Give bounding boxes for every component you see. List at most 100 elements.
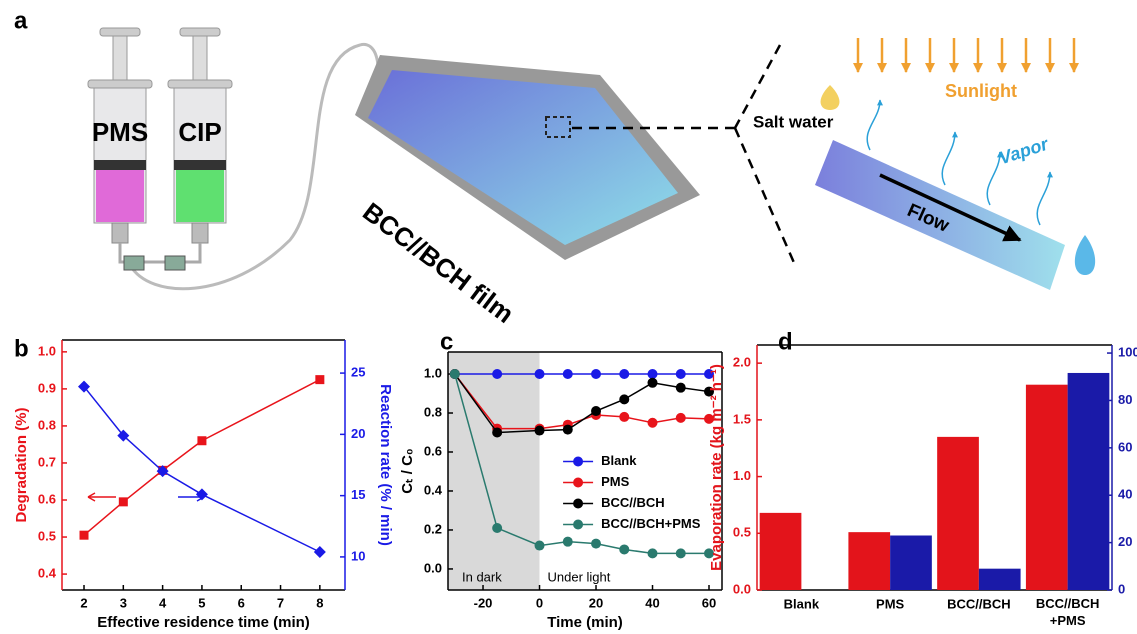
x-tick-label: -20	[474, 595, 493, 610]
shade-label: In dark	[462, 569, 502, 584]
x-tick-label: 40	[645, 595, 659, 610]
y-axis-title: Degradation (%)	[13, 407, 30, 522]
marker	[676, 383, 686, 393]
x-tick-label: 2	[80, 595, 87, 610]
marker	[591, 539, 601, 549]
legend-label: BCC//BCH	[601, 495, 665, 510]
tube	[130, 44, 378, 288]
marker	[197, 436, 206, 445]
y-tick-label: 0.5	[733, 525, 751, 540]
x-tick-label: Blank	[784, 596, 820, 611]
x-tick-label: 4	[159, 595, 167, 610]
marker	[619, 369, 629, 379]
legend-marker	[573, 498, 583, 508]
y-tick-label: 0.9	[38, 380, 56, 395]
marker	[492, 369, 502, 379]
x-axis-title: Effective residence time (min)	[97, 614, 310, 631]
marker	[676, 369, 686, 379]
y2-tick-label: 10	[351, 548, 365, 563]
y-tick-label: 0.2	[424, 521, 442, 536]
y-tick-label: 0.5	[38, 528, 56, 543]
y-tick-label: 1.0	[733, 468, 751, 483]
marker	[492, 428, 502, 438]
marker	[648, 378, 658, 388]
legend-label: Blank	[601, 453, 637, 468]
marker	[80, 531, 89, 540]
y-tick-label: 1.0	[424, 365, 442, 380]
y-tick-label: 0.4	[38, 566, 57, 581]
marker	[119, 497, 128, 506]
y2-tick-label: 0	[1118, 581, 1125, 596]
shaded-region	[448, 352, 540, 590]
legend-marker	[573, 456, 583, 466]
bar	[1026, 385, 1068, 590]
bar	[848, 532, 890, 590]
droplet	[1075, 235, 1095, 275]
x-tick-label: BCC//BCH+PMS	[1036, 596, 1100, 628]
film-label: BCC//BCH film	[357, 196, 519, 329]
sun-arrows	[858, 38, 1074, 72]
y-tick-label: 0.0	[733, 581, 751, 596]
syringe-label: CIP	[178, 117, 221, 147]
panel-label: d	[778, 328, 793, 355]
panel-label: a	[14, 7, 28, 34]
marker	[676, 413, 686, 423]
marker	[676, 548, 686, 558]
marker	[648, 369, 658, 379]
y-tick-label: 0.0	[424, 560, 442, 575]
series-line	[84, 387, 320, 552]
y2-tick-label: 20	[351, 426, 365, 441]
zoom-line	[735, 128, 795, 265]
vapor-label: Vapor	[997, 133, 1052, 168]
legend-label: PMS	[601, 474, 630, 489]
salt-water-label: Salt water	[753, 112, 834, 131]
legend-marker	[573, 519, 583, 529]
marker	[450, 369, 460, 379]
marker	[535, 369, 545, 379]
marker	[619, 412, 629, 422]
x-tick-label: 8	[316, 595, 323, 610]
marker	[315, 375, 324, 384]
y-tick-label: 0.6	[424, 443, 442, 458]
y-tick-label: 1.5	[733, 411, 751, 426]
x-axis-title: Time (min)	[547, 614, 623, 631]
bar	[979, 569, 1021, 590]
marker	[492, 523, 502, 533]
y-axis-title: Evaporation rate (kg m⁻² h⁻¹)	[708, 364, 725, 571]
x-tick-label: 5	[198, 595, 205, 610]
marker	[648, 418, 658, 428]
legend-label: BCC//BCH+PMS	[601, 516, 701, 531]
panel-a: a PMS CIP	[14, 7, 1095, 329]
bar	[760, 513, 802, 590]
marker	[535, 541, 545, 551]
marker	[563, 425, 573, 435]
y2-tick-label: 80	[1118, 392, 1132, 407]
y-tick-label: 1.0	[38, 343, 56, 358]
x-tick-label: 7	[277, 595, 284, 610]
sunlight-label: Sunlight	[945, 81, 1017, 101]
x-tick-label: 3	[120, 595, 127, 610]
y2-tick-label: 40	[1118, 487, 1132, 502]
droplet	[821, 85, 840, 110]
marker	[619, 394, 629, 404]
y-tick-label: 0.8	[424, 404, 442, 419]
marker	[591, 369, 601, 379]
x-tick-label: 0	[536, 595, 543, 610]
x-tick-label: 20	[589, 595, 603, 610]
y-tick-label: 0.6	[38, 491, 56, 506]
x-tick-label: 60	[702, 595, 716, 610]
panel-label: b	[14, 335, 29, 362]
legend-marker	[573, 477, 583, 487]
y-axis-title: Cₜ / C₀	[399, 448, 416, 493]
y2-axis-title: Reaction rate (% / min)	[377, 384, 394, 546]
x-tick-label: PMS	[876, 596, 905, 611]
marker	[619, 544, 629, 554]
series-line	[84, 380, 320, 536]
y-tick-label: 2.0	[733, 355, 751, 370]
y2-tick-label: 20	[1118, 534, 1132, 549]
marker	[314, 546, 326, 558]
y-tick-label: 0.4	[424, 482, 443, 497]
y2-tick-label: 25	[351, 365, 365, 380]
marker	[591, 406, 601, 416]
